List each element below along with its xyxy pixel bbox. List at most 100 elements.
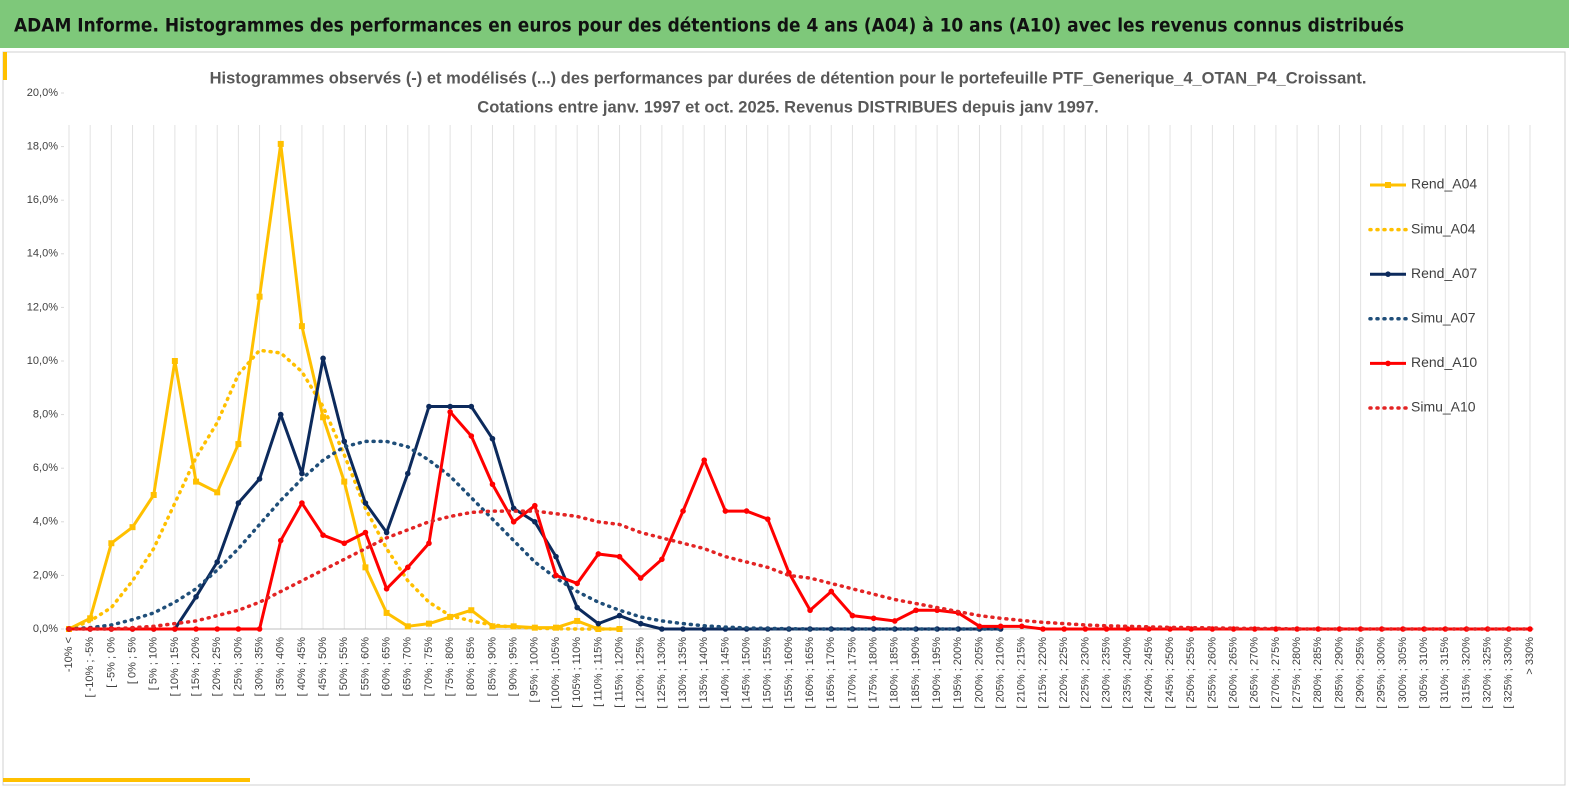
- y-tick-label: 18,0%: [27, 141, 58, 153]
- point-marker: [659, 556, 665, 563]
- x-tick-label: [ 255% ; 260%: [1206, 637, 1218, 709]
- point-marker: [341, 540, 348, 547]
- x-tick-label: [ 10% ; 15%: [169, 637, 181, 697]
- header-title: ADAM Informe. Histogrammes des performan…: [14, 15, 1404, 37]
- x-tick-label: [ 295% ; 300%: [1376, 637, 1388, 709]
- x-tick-label: [ 250% ; 255%: [1185, 637, 1197, 709]
- point-marker: [341, 438, 348, 445]
- x-tick-label: [ 260% ; 265%: [1227, 637, 1239, 709]
- point-marker: [1294, 626, 1300, 632]
- y-tick-label: 0,0%: [33, 623, 58, 635]
- x-tick-label: [ 75% ; 80%: [444, 637, 456, 697]
- point-marker: [1019, 623, 1025, 630]
- x-tick-label: [ 325% ; 330%: [1503, 637, 1515, 709]
- point-marker: [828, 588, 835, 595]
- x-tick-label: [ 240% ; 245%: [1143, 637, 1155, 709]
- point-marker: [701, 626, 708, 632]
- point-marker: [1040, 626, 1046, 632]
- x-tick-label: [ 265% ; 270%: [1249, 637, 1261, 709]
- x-tick-label: [ 150% ; 155%: [762, 637, 774, 709]
- x-tick-label: [ 225% ; 230%: [1079, 637, 1091, 709]
- x-tick-label: [ 160% ; 165%: [804, 637, 816, 709]
- x-tick-label: [ 200% ; 205%: [973, 637, 985, 709]
- x-tick-label: [ 205% ; 210%: [995, 637, 1007, 709]
- x-tick-label: [ 185% ; 190%: [910, 637, 922, 709]
- point-marker: [298, 323, 305, 330]
- y-tick-label: 16,0%: [27, 194, 58, 206]
- point-marker: [1061, 626, 1067, 632]
- point-marker: [320, 532, 326, 538]
- x-tick-label: [ 5% ; 10%: [148, 637, 160, 690]
- point-marker: [1103, 626, 1110, 632]
- point-marker: [616, 553, 623, 560]
- point-marker: [404, 470, 411, 477]
- y-tick-label: 10,0%: [27, 355, 58, 367]
- x-tick-label: [ 210% ; 215%: [1016, 637, 1028, 709]
- point-marker: [1082, 626, 1089, 632]
- point-marker: [870, 615, 877, 622]
- point-marker: [277, 411, 284, 418]
- point-marker: [214, 489, 221, 496]
- x-tick-label: [ 145% ; 150%: [740, 637, 752, 709]
- point-marker: [404, 623, 411, 630]
- point-marker: [426, 403, 432, 410]
- point-marker: [1527, 626, 1533, 632]
- x-tick-label: [ 115% ; 120%: [613, 637, 625, 708]
- point-marker: [277, 537, 284, 544]
- point-marker: [320, 355, 326, 362]
- x-tick-label: [ 285% ; 290%: [1333, 637, 1345, 709]
- x-tick-label: [ 235% ; 240%: [1122, 637, 1134, 709]
- x-tick-label: [ 120% ; 125%: [635, 637, 647, 709]
- point-marker: [468, 403, 475, 410]
- x-tick-label: [ 305% ; 310%: [1418, 637, 1430, 709]
- y-tick-label: 8,0%: [33, 409, 58, 421]
- x-tick-label: [ 50% ; 55%: [338, 637, 350, 697]
- x-tick-label: [ 315% ; 320%: [1460, 637, 1472, 709]
- point-marker: [362, 500, 369, 506]
- point-marker: [214, 559, 221, 565]
- point-marker: [193, 626, 199, 632]
- x-tick-label: [ 80% ; 85%: [465, 637, 477, 697]
- y-tick-label: 4,0%: [33, 516, 58, 528]
- point-marker: [214, 626, 221, 632]
- point-marker: [108, 540, 115, 547]
- point-marker: [362, 529, 369, 536]
- point-marker: [637, 620, 644, 627]
- series-line: [67, 439, 1003, 631]
- point-marker: [447, 403, 453, 410]
- point-marker: [404, 564, 411, 571]
- x-tick-label: [ 140% ; 145%: [719, 637, 731, 709]
- point-marker: [722, 508, 729, 514]
- point-marker: [489, 481, 496, 488]
- x-tick-label: [ 155% ; 160%: [783, 637, 795, 709]
- x-tick-label: [ 300% ; 305%: [1397, 637, 1409, 709]
- y-tick-label: 12,0%: [27, 301, 58, 313]
- x-tick-label: [ 190% ; 195%: [931, 637, 943, 709]
- point-marker: [299, 500, 305, 506]
- header-band: [0, 0, 1569, 48]
- point-marker: [256, 293, 263, 300]
- point-marker: [997, 623, 1004, 630]
- point-marker: [891, 618, 898, 624]
- point-marker: [320, 414, 327, 421]
- point-marker: [468, 433, 475, 439]
- x-tick-label: [ 230% ; 235%: [1100, 637, 1112, 709]
- chart-frame: [2, 51, 1566, 786]
- legend-label: Simu_A04: [1411, 220, 1476, 236]
- x-tick-label: [ 100% ; 105%: [550, 637, 562, 709]
- x-tick-label: [ 70% ; 75%: [423, 637, 435, 697]
- series-line: [67, 348, 622, 631]
- x-tick-label: [ 310% ; 315%: [1439, 637, 1451, 709]
- point-marker: [383, 609, 390, 616]
- x-tick-label: [ 270% ; 275%: [1270, 637, 1282, 709]
- x-tick-label: [ 180% ; 185%: [889, 637, 901, 709]
- point-marker: [235, 626, 242, 632]
- point-marker: [680, 508, 686, 514]
- x-tick-label: [ 45% ; 50%: [317, 637, 329, 697]
- x-tick-label: [ 55% ; 60%: [359, 637, 371, 697]
- legend-marker: [1385, 271, 1391, 278]
- point-marker: [150, 492, 157, 498]
- legend-label: Simu_A07: [1411, 310, 1476, 326]
- point-marker: [277, 140, 284, 147]
